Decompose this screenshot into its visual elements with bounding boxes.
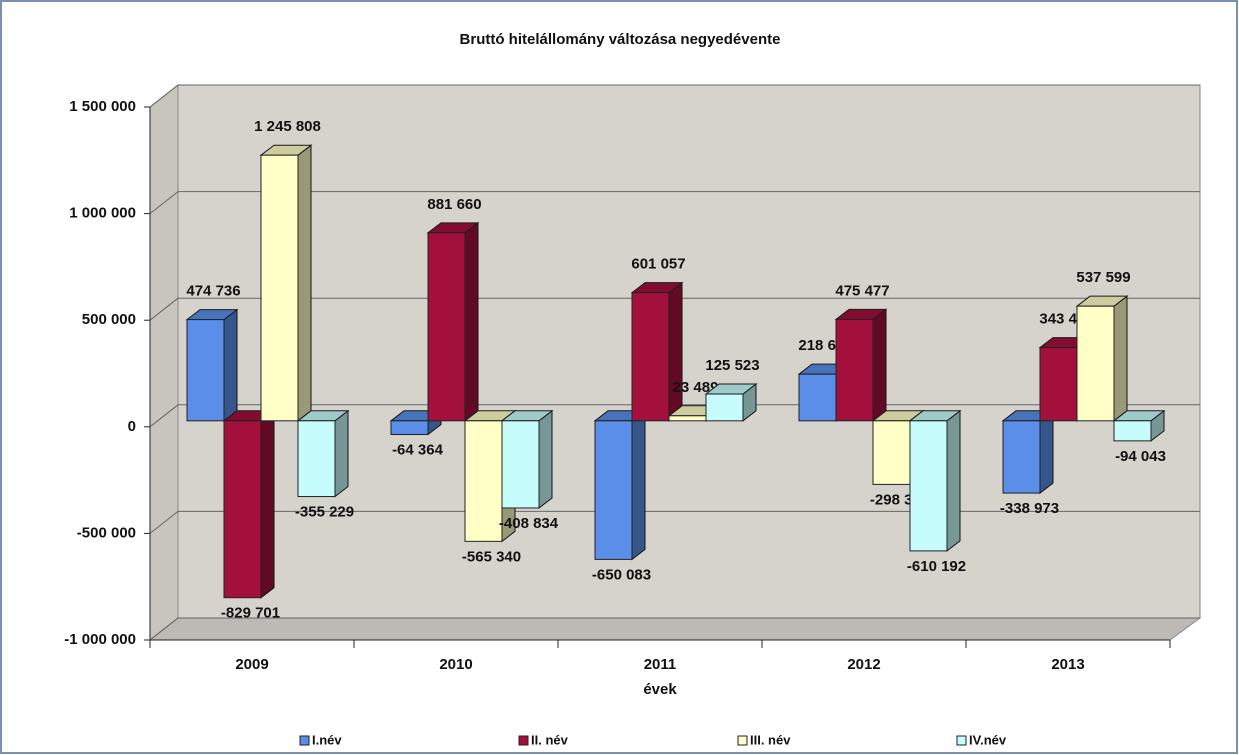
bar-side	[334, 409, 349, 498]
bar	[872, 420, 911, 485]
data-label: 474 736	[186, 283, 240, 300]
y-tick-label: -500 000	[77, 524, 136, 541]
bar-side	[872, 308, 887, 422]
y-tick-label: -1 000 000	[64, 631, 136, 648]
bar	[1113, 420, 1152, 442]
bar	[501, 420, 540, 509]
bar	[297, 420, 336, 498]
legend-swatch	[956, 735, 967, 746]
data-label: -64 364	[392, 441, 444, 458]
bar	[798, 373, 837, 422]
data-label: 537 599	[1076, 269, 1130, 286]
y-tick-label: 500 000	[82, 311, 136, 328]
bar	[186, 319, 225, 422]
legend-label: IV.név	[969, 732, 1007, 747]
data-label: 475 477	[835, 282, 889, 299]
x-axis-label: évek	[643, 681, 677, 698]
legend-label: II. név	[531, 732, 569, 747]
grid-line-side	[149, 617, 179, 641]
bar	[464, 420, 503, 542]
legend-label: I.név	[312, 732, 342, 747]
data-label: -565 340	[462, 548, 521, 565]
bar	[260, 154, 299, 422]
data-label: 881 660	[427, 196, 481, 213]
data-label: -94 043	[1115, 448, 1166, 465]
x-tick-label: 2011	[644, 656, 677, 673]
data-label: -610 192	[907, 558, 966, 575]
legend-swatch	[299, 735, 310, 746]
bar	[390, 420, 429, 436]
y-tick-label: 1 500 000	[69, 98, 136, 115]
grid-line-side	[149, 84, 179, 108]
grid-line-side	[149, 297, 179, 321]
bar-side	[260, 409, 275, 599]
bar-side	[946, 409, 961, 552]
grid-line-side	[149, 511, 179, 534]
x-tick-label: 2013	[1051, 656, 1084, 673]
bar	[668, 415, 707, 422]
y-tick-label: 1 000 000	[69, 205, 136, 222]
data-label: -355 229	[295, 504, 354, 521]
bar	[1076, 305, 1115, 422]
chart-title: Bruttó hitelállomány változása negyedéve…	[460, 31, 781, 48]
bar-side	[631, 409, 646, 561]
bar	[705, 393, 744, 422]
legend-swatch	[737, 735, 748, 746]
legend-swatch	[518, 735, 529, 746]
bar-side	[538, 409, 553, 509]
bar	[1039, 347, 1078, 422]
x-tick-label: 2010	[439, 656, 472, 673]
x-tick-label: 2012	[847, 656, 880, 673]
data-label: -338 973	[1000, 500, 1059, 517]
bar-side	[1039, 409, 1054, 495]
legend-label: III. név	[750, 732, 791, 747]
bar	[631, 292, 670, 422]
bar	[427, 232, 466, 422]
x-tick-label: 2009	[235, 656, 268, 673]
bar-side	[297, 144, 312, 422]
data-label: 125 523	[705, 357, 759, 374]
data-label: 23 489	[673, 379, 719, 396]
side-wall	[149, 83, 179, 642]
y-tick-label: 0	[128, 418, 136, 435]
bar	[594, 420, 633, 560]
floor	[148, 617, 1202, 641]
bar-side	[464, 221, 479, 422]
bar-side	[223, 308, 238, 422]
bar	[909, 420, 948, 552]
bar	[835, 318, 874, 422]
grid-line-side	[149, 404, 179, 428]
bar-side	[1113, 295, 1128, 422]
data-label: -408 834	[499, 515, 559, 532]
data-label: -829 701	[221, 605, 280, 622]
data-label: -650 083	[592, 566, 651, 583]
bar-side	[668, 281, 683, 422]
data-label: 601 057	[631, 256, 685, 273]
grid-line-side	[149, 191, 179, 214]
bar	[1002, 420, 1041, 494]
bar	[223, 420, 262, 599]
data-label: 1 245 808	[254, 118, 321, 135]
